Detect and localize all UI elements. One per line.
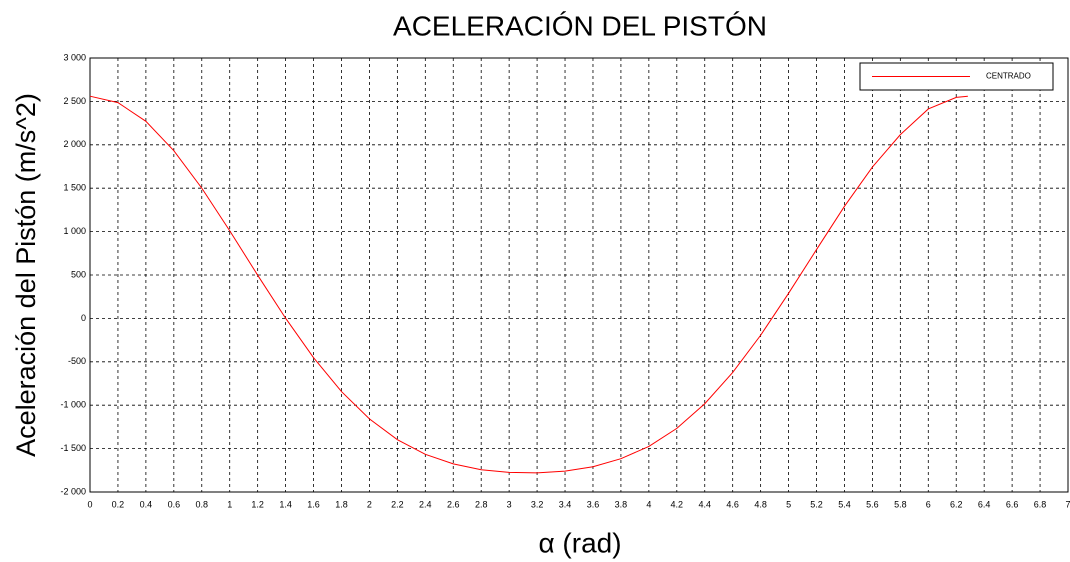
x-tick-label: 4.4 bbox=[698, 499, 711, 509]
x-tick-label: 4.2 bbox=[671, 499, 684, 509]
x-tick-label: 5.4 bbox=[838, 499, 851, 509]
data-line bbox=[89, 95, 968, 474]
x-tick-label: 4.8 bbox=[754, 499, 767, 509]
y-tick-label: 2 500 bbox=[63, 96, 86, 106]
y-tick-label: -1 000 bbox=[60, 400, 86, 410]
x-tick-label: 3.6 bbox=[587, 499, 600, 509]
x-tick-label: 6.4 bbox=[978, 499, 991, 509]
x-tick-label: 5.6 bbox=[866, 499, 879, 509]
y-tick-label: 2 000 bbox=[63, 139, 86, 149]
x-tick-label: 6.6 bbox=[1006, 499, 1019, 509]
x-tick-label: 1.2 bbox=[251, 499, 264, 509]
x-tick-label: 0.2 bbox=[112, 499, 125, 509]
y-tick-label: -2 000 bbox=[60, 486, 86, 496]
x-tick-label: 3.8 bbox=[615, 499, 628, 509]
y-axis-label: Aceleración del Pistón (m/s^2) bbox=[11, 93, 41, 457]
x-tick-label: 3 bbox=[507, 499, 512, 509]
x-tick-label: 1.8 bbox=[335, 499, 348, 509]
x-tick-label: 2 bbox=[367, 499, 372, 509]
x-tick-label: 6.8 bbox=[1034, 499, 1047, 509]
y-tick-label: 3 000 bbox=[63, 52, 86, 62]
x-tick-label: 5.2 bbox=[810, 499, 823, 509]
y-tick-label: -1 500 bbox=[60, 443, 86, 453]
x-tick-label: 2.6 bbox=[447, 499, 460, 509]
x-tick-label: 1.6 bbox=[307, 499, 320, 509]
x-tick-label: 0.4 bbox=[140, 499, 153, 509]
legend-label: CENTRADO bbox=[986, 72, 1031, 81]
x-tick-label: 1.4 bbox=[279, 499, 292, 509]
x-tick-label: 7 bbox=[1065, 499, 1070, 509]
x-tick-label: 2.8 bbox=[475, 499, 488, 509]
x-tick-label: 0.6 bbox=[168, 499, 181, 509]
x-tick-label: 3.2 bbox=[531, 499, 544, 509]
chart-title: ACELERACIÓN DEL PISTÓN bbox=[393, 10, 767, 41]
x-tick-label: 2.4 bbox=[419, 499, 432, 509]
x-tick-label: 6.2 bbox=[950, 499, 963, 509]
x-tick-label: 6 bbox=[926, 499, 931, 509]
x-tick-label: 0.8 bbox=[196, 499, 209, 509]
x-tick-label: 5.8 bbox=[894, 499, 907, 509]
x-tick-label: 4.6 bbox=[726, 499, 739, 509]
x-axis-label: α (rad) bbox=[538, 527, 621, 558]
x-tick-label: 2.2 bbox=[391, 499, 404, 509]
x-tick-label: 5 bbox=[786, 499, 791, 509]
x-tick-label: 4 bbox=[646, 499, 651, 509]
x-tick-label: 3.4 bbox=[559, 499, 572, 509]
x-tick-label: 0 bbox=[87, 499, 92, 509]
y-tick-label: 0 bbox=[81, 313, 86, 323]
y-tick-label: 500 bbox=[71, 269, 86, 279]
y-tick-label: 1 000 bbox=[63, 226, 86, 236]
x-tick-label: 1 bbox=[227, 499, 232, 509]
plot-frame bbox=[89, 57, 1069, 493]
y-tick-label: -500 bbox=[68, 356, 86, 366]
y-tick-label: 1 500 bbox=[63, 183, 86, 193]
